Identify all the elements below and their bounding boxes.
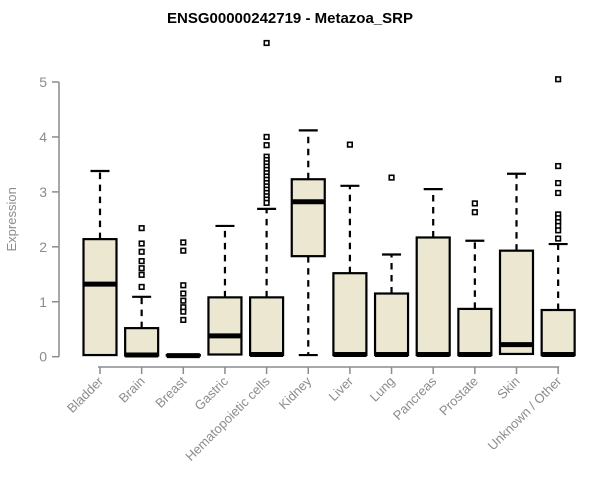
outlier-point: [180, 316, 187, 323]
outlier-point: [555, 227, 562, 234]
x-tick-label: Pancreas: [390, 373, 440, 423]
outlier-point: [138, 283, 145, 291]
y-axis-label: Expression: [4, 187, 19, 251]
outlier-point: [471, 200, 478, 207]
box: [498, 249, 535, 356]
box: [373, 292, 410, 357]
outlier-point: [263, 133, 270, 141]
outlier-point: [555, 76, 562, 83]
chart-title: ENSG00000242719 - Metazoa_SRP: [167, 10, 413, 27]
box: [457, 307, 493, 357]
boxplot-group: [540, 76, 576, 358]
boxplot-group: [415, 188, 451, 358]
outlier-point: [471, 209, 478, 216]
x-tick-label: Liver: [325, 373, 356, 404]
boxplot-group: [165, 239, 201, 359]
y-tick-label: 1: [39, 294, 47, 310]
outlier-point: [138, 271, 145, 278]
boxplot-group: [249, 39, 285, 358]
box: [207, 296, 243, 356]
box: [82, 238, 118, 357]
x-tick-label: Kidney: [276, 373, 315, 412]
box: [540, 308, 576, 357]
outlier-point: [388, 174, 395, 181]
outlier-point: [138, 258, 145, 265]
outlier-point: [263, 142, 270, 149]
y-axis: 0 1 2 3 4 5 Expression: [4, 74, 60, 365]
outlier-point: [180, 282, 187, 289]
y-tick-label: 4: [39, 129, 47, 145]
outlier-point: [555, 179, 562, 187]
boxplot-group: [373, 174, 410, 358]
boxplot-group: [332, 141, 368, 358]
y-tick-label: 3: [39, 184, 47, 200]
outlier-point: [180, 290, 187, 297]
x-tick-label: Gastric: [191, 373, 231, 413]
outlier-point: [555, 235, 562, 242]
box: [249, 296, 285, 357]
box: [332, 272, 368, 357]
y-tick-label: 2: [39, 239, 47, 255]
outlier-point: [180, 239, 187, 246]
outlier-point: [263, 199, 270, 206]
x-tick-label: Prostate: [436, 374, 481, 419]
x-tick-label: Lung: [367, 374, 398, 405]
boxplot-group: [82, 169, 118, 357]
outlier-point: [138, 265, 145, 272]
outlier-point: [138, 248, 145, 255]
boxplot-group: [124, 225, 160, 358]
x-tick-label: Brain: [116, 374, 148, 406]
boxplot-group: [457, 200, 493, 358]
boxplot-group: [207, 224, 243, 356]
boxplot-group: [290, 129, 326, 357]
outlier-point: [180, 308, 187, 315]
outlier-point: [138, 225, 145, 232]
x-tick-label: Bladder: [64, 373, 107, 416]
x-tick-label: Unknown / Other: [485, 373, 565, 453]
y-tick-label: 0: [39, 349, 47, 365]
outlier-point: [180, 297, 187, 304]
x-tick-label: Skin: [494, 374, 522, 402]
boxplot-group: [498, 172, 535, 356]
box: [124, 327, 160, 357]
outlier-point: [555, 162, 562, 170]
outlier-point: [346, 141, 354, 148]
outlier-point: [138, 240, 145, 247]
box: [290, 178, 326, 258]
y-tick-label: 5: [39, 74, 47, 90]
outlier-point: [263, 39, 270, 47]
x-tick-label: Breast: [152, 373, 189, 410]
outlier-point: [180, 247, 187, 254]
outlier-point: [555, 189, 562, 197]
box: [415, 236, 451, 357]
